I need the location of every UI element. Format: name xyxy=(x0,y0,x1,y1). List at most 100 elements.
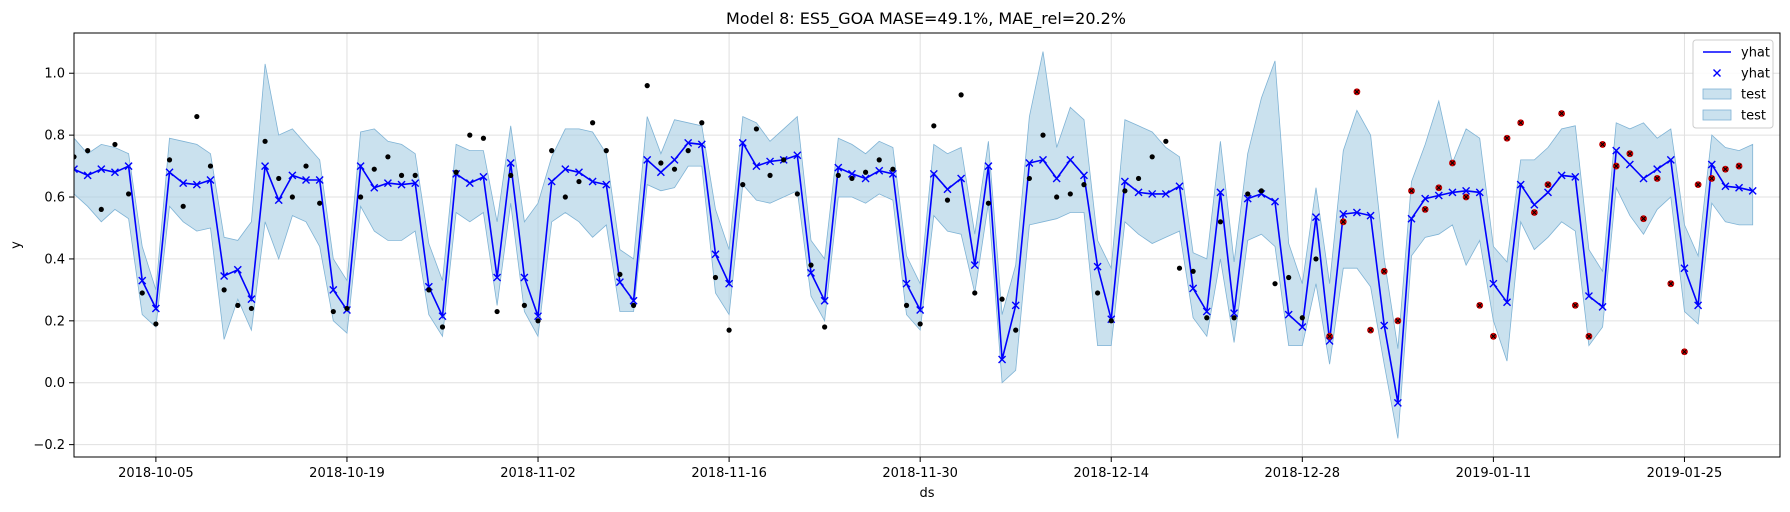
yhat-x-marker xyxy=(1284,310,1293,319)
yhat-x-marker xyxy=(1311,213,1320,222)
actual-point xyxy=(1122,188,1128,194)
actual-point xyxy=(740,182,746,188)
actual-point xyxy=(685,148,691,154)
test-actual-x-marker xyxy=(1422,206,1428,212)
actual-point xyxy=(207,163,214,169)
yhat-x-marker xyxy=(1530,200,1539,209)
yhat-x-marker xyxy=(1543,188,1552,197)
yhat-x-marker xyxy=(356,162,365,171)
yhat-x-marker xyxy=(588,177,597,186)
y-axis-ticks: −0.2 0.0 0.2 0.4 0.6 0.8 1.0 xyxy=(33,67,74,453)
yhat-x-marker xyxy=(110,168,119,177)
test-actual-x-marker xyxy=(1559,110,1565,117)
yhat-x-marker xyxy=(1407,214,1416,223)
actual-point xyxy=(944,197,951,203)
actual-point xyxy=(371,166,377,172)
yhat-x-marker xyxy=(670,155,679,164)
x-tick-label: 2018-12-14 xyxy=(1073,466,1149,481)
test-actual-x-marker xyxy=(1327,333,1333,339)
x-tick-label: 2018-10-19 xyxy=(309,466,385,481)
actual-point xyxy=(439,324,446,330)
yhat-x-marker xyxy=(1366,211,1375,220)
x-tick-label: 2018-11-30 xyxy=(882,466,958,481)
yhat-x-marker xyxy=(1148,189,1157,198)
yhat-x-marker xyxy=(1271,197,1280,206)
yhat-x-marker xyxy=(1025,158,1034,167)
actual-point xyxy=(617,271,623,278)
actual-point xyxy=(1081,182,1087,188)
actual-point xyxy=(808,262,814,268)
yhat-x-marker xyxy=(274,196,283,205)
actual-point xyxy=(262,138,268,144)
yhat-x-marker xyxy=(1161,189,1170,198)
yhat-x-marker xyxy=(261,162,270,171)
yhat-x-marker xyxy=(1666,155,1675,164)
yhat-x-marker xyxy=(438,312,447,321)
test-actual-x-marker xyxy=(1504,135,1510,141)
yhat-x-marker xyxy=(1489,279,1498,288)
actual-point xyxy=(603,148,609,154)
legend-box xyxy=(1692,39,1774,129)
yhat-x-marker xyxy=(206,176,215,185)
actual-point xyxy=(112,141,118,148)
y-axis-label: y xyxy=(9,241,24,249)
actual-point xyxy=(1108,318,1114,324)
actual-point xyxy=(1095,290,1101,296)
yhat-x-marker xyxy=(151,304,160,313)
yhat-x-marker xyxy=(902,279,911,288)
yhat-x-marker xyxy=(820,296,829,305)
yhat-x-marker xyxy=(943,185,952,194)
actual-point xyxy=(890,166,896,172)
yhat-x-marker xyxy=(1352,208,1361,217)
yhat-x-marker xyxy=(738,138,747,147)
actual-point xyxy=(1272,281,1278,287)
actual-point xyxy=(412,172,418,178)
actual-point xyxy=(1217,219,1224,225)
actual-point xyxy=(931,123,937,129)
actual-point xyxy=(1258,188,1264,194)
x-tick-label: 2019-01-11 xyxy=(1456,466,1532,481)
actual-point xyxy=(1013,327,1019,333)
yhat-x-marker xyxy=(629,296,638,305)
yhat-x-marker xyxy=(1557,171,1566,180)
actual-point xyxy=(1163,138,1169,144)
actual-point xyxy=(1040,132,1046,138)
yhat-x-marker xyxy=(411,179,420,188)
actual-point xyxy=(876,157,882,163)
yhat-x-marker xyxy=(1625,160,1634,169)
actual-point xyxy=(781,157,787,163)
actual-point xyxy=(562,194,568,200)
yhat-x-marker xyxy=(1707,160,1716,169)
yhat-x-marker xyxy=(1735,183,1744,192)
yhat-x-marker xyxy=(329,285,338,294)
actual-point xyxy=(1176,265,1183,271)
actual-point xyxy=(958,92,964,98)
yhat-x-marker xyxy=(97,165,106,174)
yhat-x-marker xyxy=(138,276,147,285)
yhat-x-marker xyxy=(383,179,392,188)
actual-point xyxy=(590,120,596,126)
actual-point xyxy=(1054,194,1060,200)
x-tick-label: 2018-12-28 xyxy=(1265,466,1341,481)
actual-point xyxy=(194,113,200,120)
actual-point xyxy=(862,169,869,175)
actual-point xyxy=(903,302,910,308)
actual-point xyxy=(999,296,1005,302)
actual-points xyxy=(74,83,1319,333)
yhat-x-marker xyxy=(1393,398,1402,407)
yhat-x-marker xyxy=(1421,194,1430,203)
yhat-x-marker xyxy=(1339,210,1348,219)
yhat-x-marker xyxy=(83,171,92,180)
yhat-x-marker xyxy=(247,295,256,304)
yhat-x-marker xyxy=(806,268,815,277)
actual-point xyxy=(358,194,364,200)
actual-point xyxy=(508,172,514,178)
actual-point xyxy=(139,290,145,296)
actual-point xyxy=(289,194,295,200)
test-actual-x-marker xyxy=(1477,302,1483,308)
actual-point xyxy=(849,175,855,182)
yhat-x-marker xyxy=(479,172,488,181)
actual-point xyxy=(1245,191,1251,197)
x-axis-ticks: 2018-10-05 2018-10-19 2018-11-02 2018-11-16… xyxy=(118,457,1722,481)
